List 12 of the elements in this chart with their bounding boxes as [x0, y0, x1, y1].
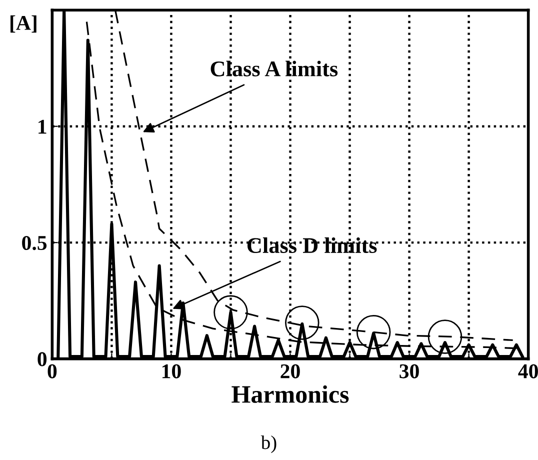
y-tick-label: 0 [38, 352, 47, 366]
annotation: Class A limits [210, 60, 338, 76]
y-axis-title: [A] [10, 15, 36, 33]
text: b) [260, 435, 276, 454]
x-tick-label: 40 [518, 364, 538, 378]
y-tick-label: 1 [38, 120, 46, 134]
x-tick-label: 20 [280, 364, 300, 378]
y-tick-label: 0.5 [22, 236, 47, 250]
x-tick-label: 30 [400, 364, 419, 378]
x-tick-label: 10 [162, 364, 181, 378]
x-tick-label: 0 [48, 364, 57, 378]
x-axis-title: Harmonics [232, 385, 349, 403]
